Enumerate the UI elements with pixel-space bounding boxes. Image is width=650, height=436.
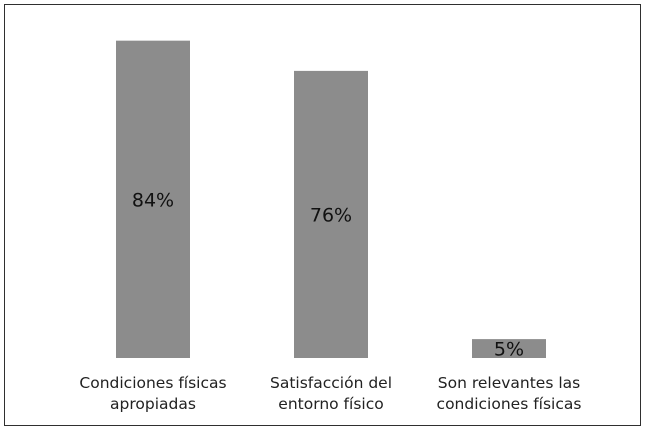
data-label-1: 84%	[132, 189, 174, 211]
data-label-2: 76%	[310, 204, 352, 226]
category-label-3-line-1: Son relevantes las	[438, 374, 580, 392]
category-label-2-line-1: Satisfacción del	[270, 374, 392, 392]
data-label-3: 5%	[494, 339, 524, 361]
category-label-1-line-2: apropiadas	[110, 395, 196, 413]
data-labels-layer: 84% 76% 5%	[132, 189, 524, 360]
category-label-3-line-2: condiciones físicas	[437, 395, 582, 413]
category-label-2-line-2: entorno físico	[278, 395, 383, 413]
category-label-1-line-1: Condiciones físicas	[79, 374, 226, 392]
bars-layer	[116, 40, 546, 359]
bar-2	[294, 70, 368, 358]
bar-3	[472, 339, 546, 358]
category-labels-layer: Condiciones físicas apropiadas Satisfacció…	[79, 374, 581, 413]
bar-1	[116, 40, 190, 359]
